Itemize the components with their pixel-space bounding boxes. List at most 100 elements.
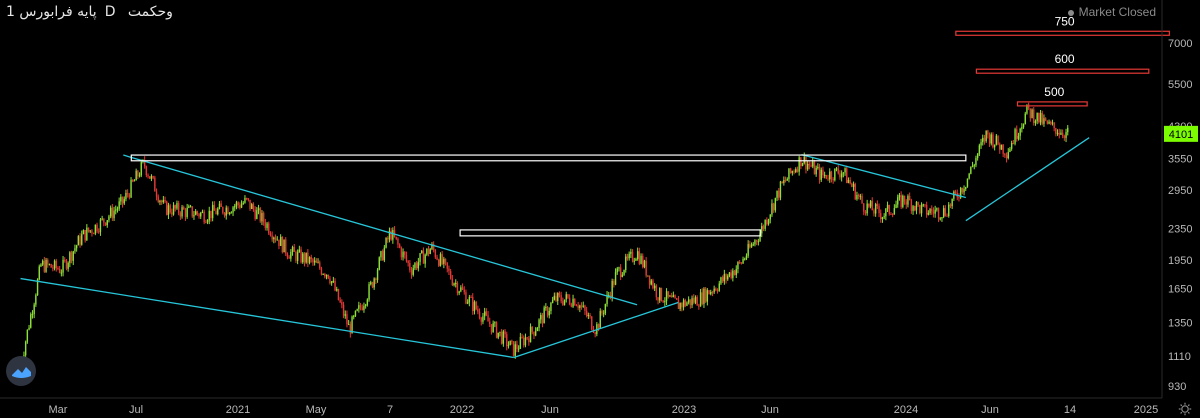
candle — [70, 250, 73, 264]
candle — [936, 207, 938, 212]
candle-body — [364, 304, 367, 306]
candle-body — [810, 165, 812, 167]
candle — [880, 209, 882, 223]
candle — [711, 290, 714, 297]
candle — [813, 159, 816, 175]
candle-body — [183, 207, 185, 210]
candle — [592, 325, 595, 333]
interval-label[interactable]: 1D — [6, 4, 116, 20]
candle — [371, 281, 374, 289]
candle — [84, 229, 86, 243]
candle — [269, 231, 272, 237]
candle — [633, 257, 635, 265]
candle-body — [1046, 120, 1049, 124]
candle-body — [392, 229, 394, 240]
candle-body — [813, 161, 816, 175]
candle — [616, 266, 618, 275]
candle-body — [1039, 112, 1042, 123]
candle — [580, 302, 583, 310]
candle — [749, 240, 751, 249]
candle — [550, 301, 552, 315]
candle — [349, 321, 352, 338]
candle-body — [750, 244, 753, 248]
candle — [295, 250, 297, 264]
x-tick-label: Jun — [981, 404, 999, 416]
tradingview-logo-icon[interactable] — [6, 356, 36, 386]
y-tick-label: 2350 — [1168, 223, 1192, 235]
candle — [553, 292, 556, 301]
candle — [330, 280, 333, 286]
candle-body — [538, 319, 540, 328]
candle — [851, 182, 853, 188]
candle — [766, 217, 768, 226]
candle — [407, 260, 409, 267]
candle-body — [534, 331, 537, 336]
candle — [883, 213, 885, 220]
candle — [978, 143, 981, 157]
candle-body — [523, 337, 525, 346]
candle-body — [79, 236, 81, 245]
candle-body — [177, 203, 180, 213]
candle-body — [86, 227, 88, 241]
candle — [1055, 127, 1057, 137]
candle — [546, 305, 549, 318]
annotation-box-group: 750 600 500 — [130, 14, 1170, 237]
candle-body — [529, 326, 532, 343]
candle-body — [908, 196, 911, 201]
candle-body — [495, 322, 498, 338]
candle-body — [249, 199, 251, 209]
candle-body — [239, 204, 241, 208]
candle — [910, 198, 913, 214]
candle-body — [482, 316, 484, 322]
candle-body — [349, 324, 352, 334]
candle-body — [466, 302, 469, 304]
candle-body — [818, 166, 821, 180]
candle — [41, 259, 44, 267]
candle — [43, 256, 46, 273]
candle — [562, 297, 564, 306]
candle-body — [361, 307, 363, 310]
candle-body — [470, 296, 472, 298]
candle — [126, 189, 129, 198]
candle — [864, 210, 867, 216]
candle — [529, 323, 532, 343]
candle-body — [477, 309, 479, 312]
candle-body — [686, 302, 688, 306]
candle — [591, 316, 593, 331]
candle — [485, 308, 488, 317]
candle — [528, 335, 530, 346]
candle — [1019, 127, 1021, 141]
candle — [317, 258, 319, 264]
candle — [630, 248, 632, 258]
candle — [473, 300, 476, 315]
candle-body — [995, 135, 998, 145]
candle — [874, 202, 877, 217]
candle-body — [91, 230, 93, 234]
candle — [75, 244, 78, 252]
candle — [781, 181, 783, 184]
x-tick-label: Mar — [49, 404, 68, 416]
candle — [203, 209, 205, 225]
candle-body — [1036, 112, 1038, 121]
candle — [441, 251, 443, 266]
candle — [72, 250, 74, 266]
gear-icon[interactable] — [1178, 402, 1192, 416]
candle — [244, 195, 246, 204]
candle — [755, 239, 758, 246]
candle-body — [689, 299, 692, 306]
candle-body — [235, 202, 238, 207]
candle-body — [562, 301, 564, 305]
candle-body — [713, 288, 715, 293]
candle — [682, 298, 685, 311]
candle-body — [444, 258, 447, 263]
candle-body — [795, 169, 797, 173]
candle — [135, 168, 137, 181]
candle-body — [217, 208, 219, 215]
candle — [555, 292, 557, 303]
candle — [708, 289, 710, 295]
candle — [585, 306, 588, 318]
candle — [536, 326, 539, 332]
candle — [405, 251, 408, 263]
candle-body — [667, 291, 669, 297]
